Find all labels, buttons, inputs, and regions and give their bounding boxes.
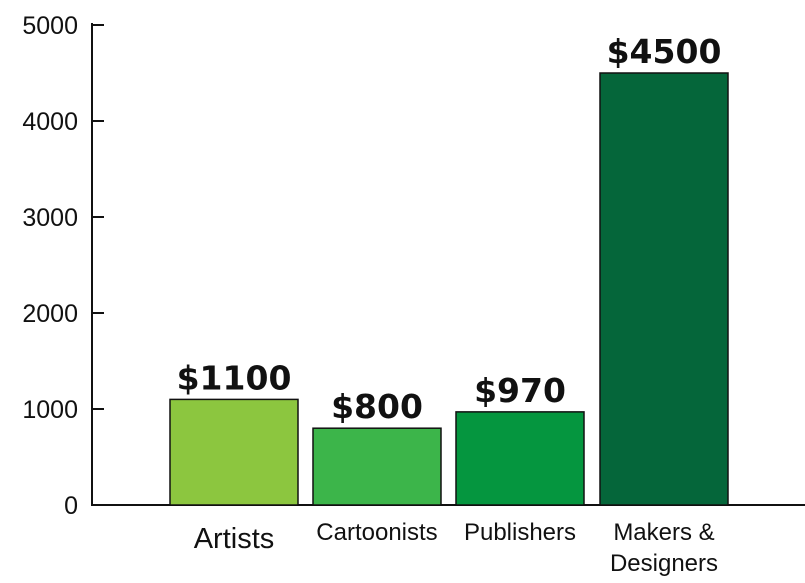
bar [455, 411, 585, 506]
y-tick-label: 3000 [22, 204, 78, 232]
category-label: Publishers [464, 519, 576, 546]
chart-labels: $1100 Artists $800 Cartoonists $970 Publisher… [177, 32, 722, 577]
data-label: $1100 [177, 358, 292, 397]
category-label: Makers & [613, 519, 714, 546]
data-label: $970 [474, 371, 566, 410]
y-tick-label: 5000 [22, 12, 78, 40]
category-label: Cartoonists [316, 519, 437, 546]
y-tick-label: 1000 [22, 396, 78, 424]
chart-bars [169, 72, 729, 506]
y-tick-label: 0 [64, 492, 78, 520]
bar [169, 398, 299, 506]
y-tick-label: 2000 [22, 300, 78, 328]
y-tick-label: 4000 [22, 108, 78, 136]
data-label: $4500 [607, 32, 722, 71]
bar [312, 427, 442, 506]
bar [599, 72, 729, 506]
data-label: $800 [331, 387, 423, 426]
category-label: Designers [610, 550, 718, 577]
category-label: Artists [194, 523, 275, 555]
